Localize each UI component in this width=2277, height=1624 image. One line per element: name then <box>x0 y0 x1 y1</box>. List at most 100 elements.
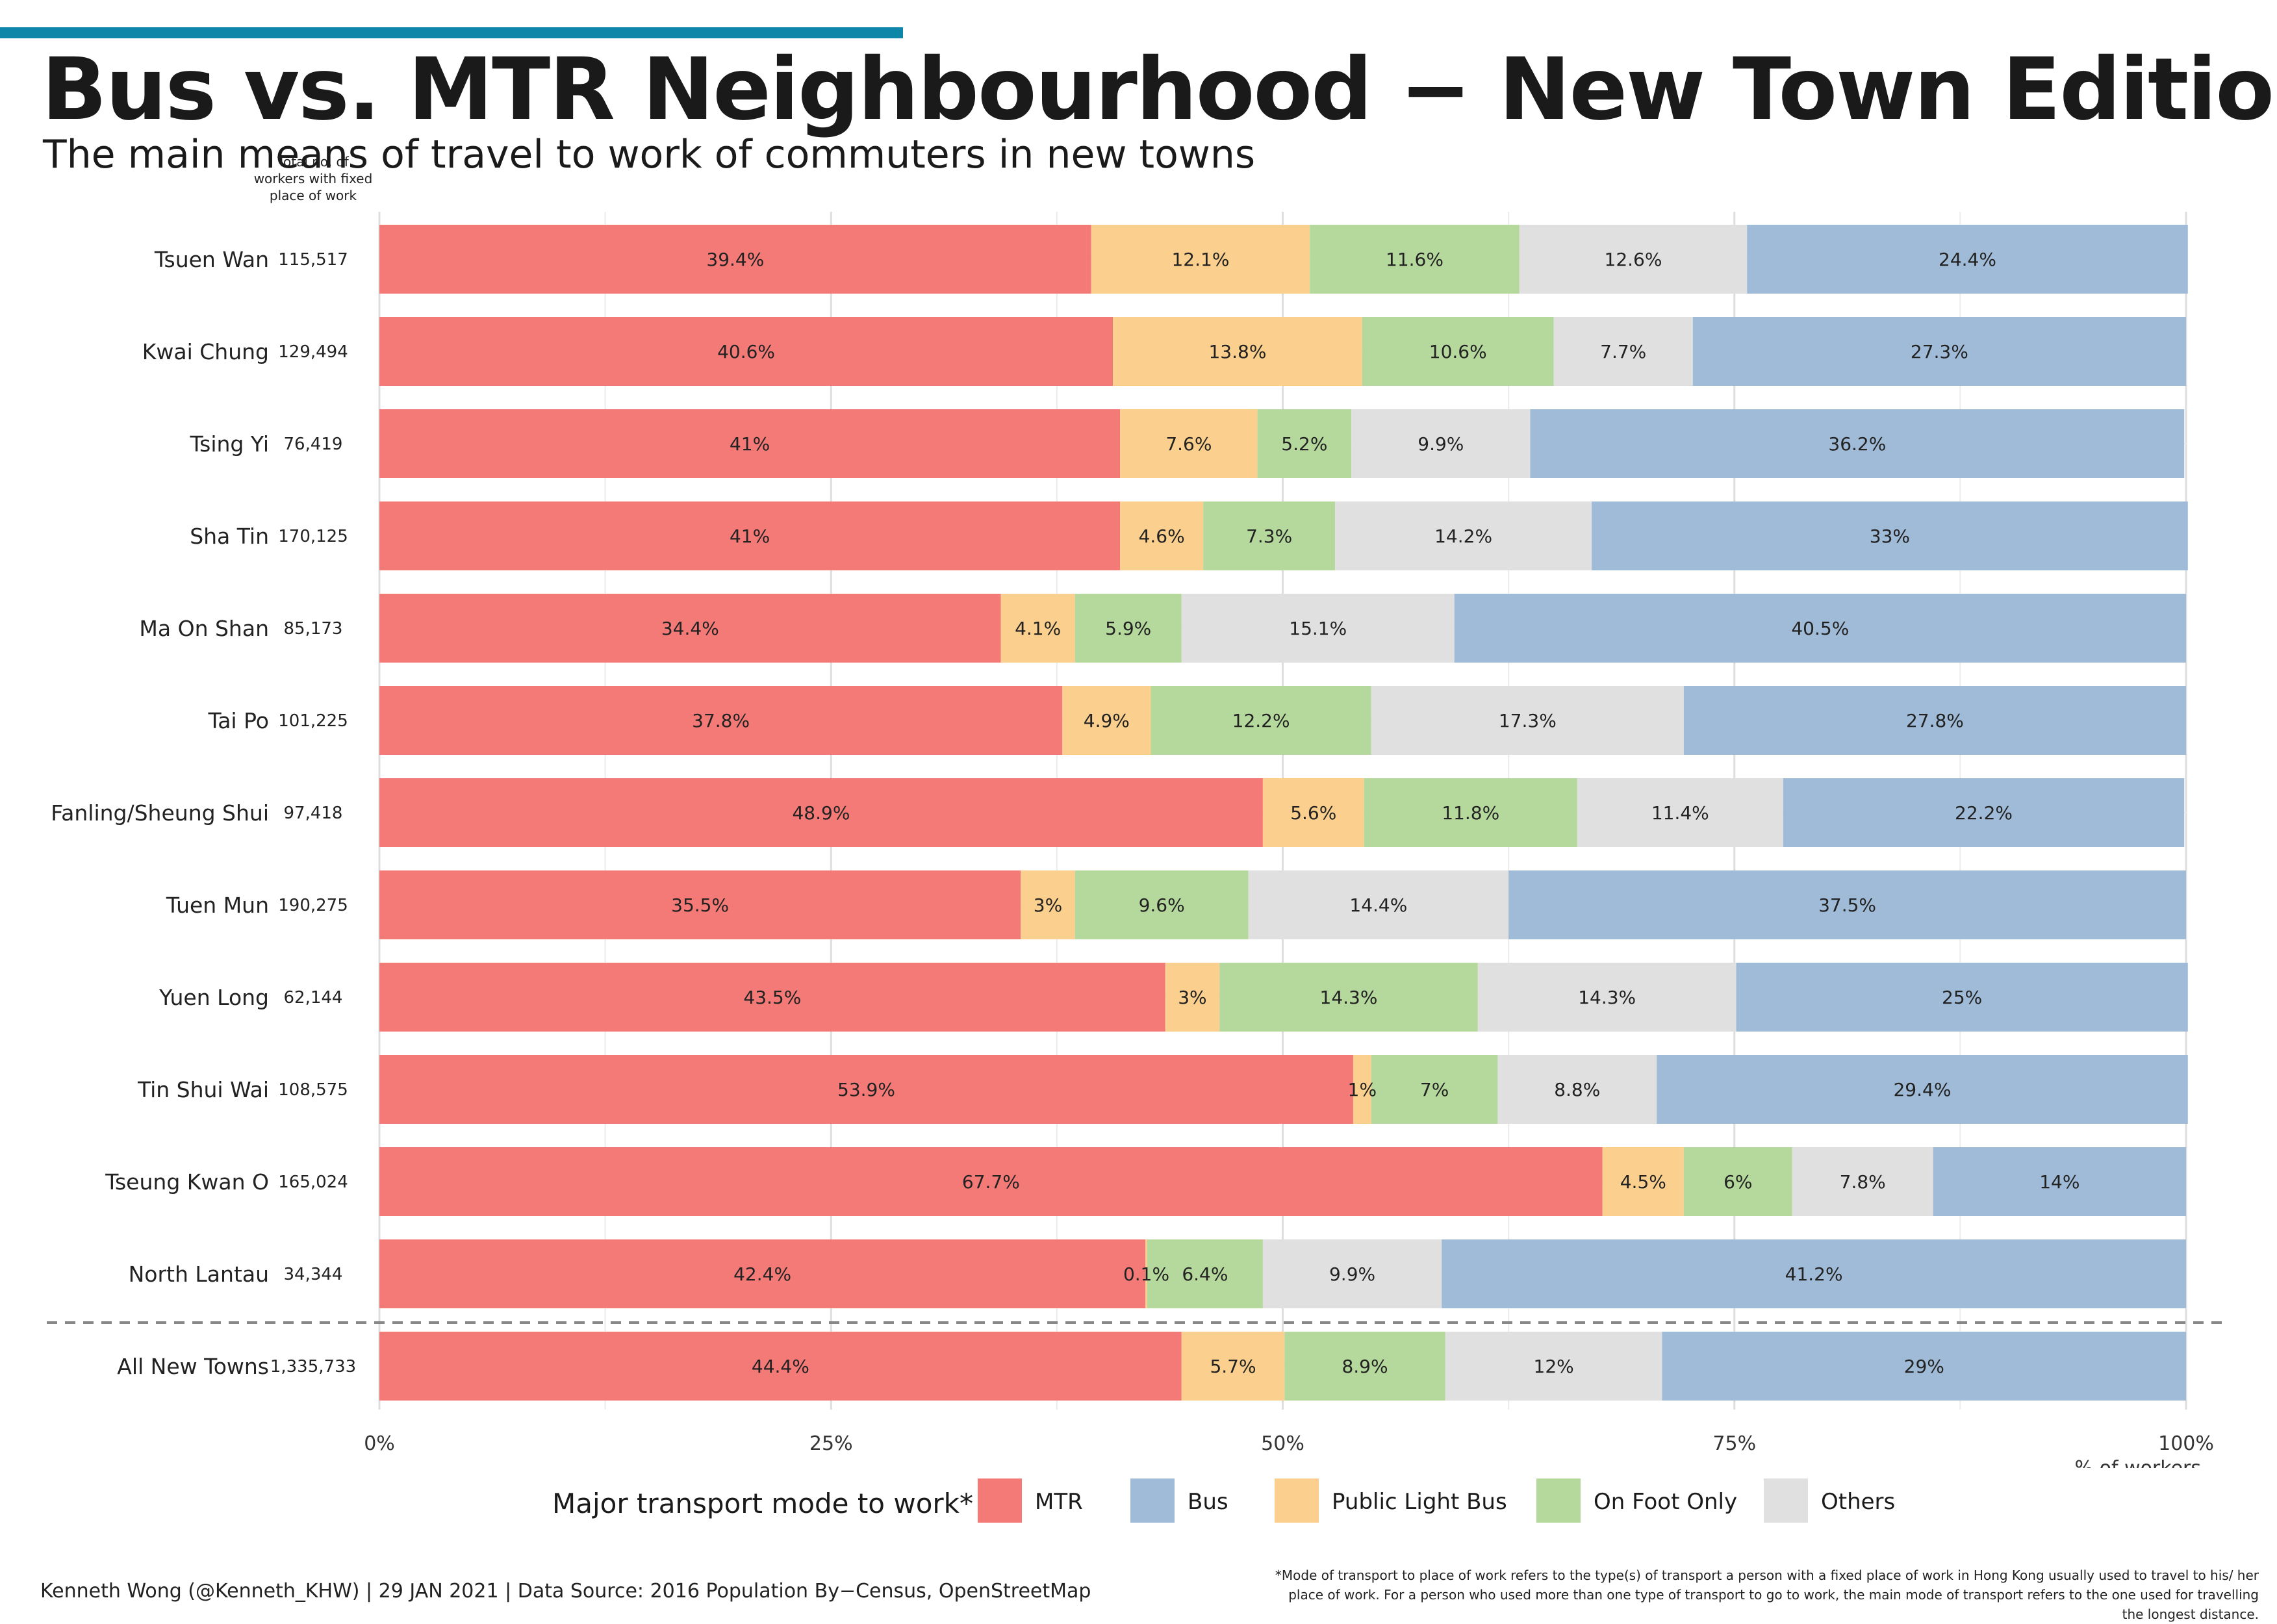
bar-segment <box>379 1147 1603 1216</box>
bar-value-label: 17.3% <box>1499 710 1557 731</box>
bar-segment <box>1021 870 1075 939</box>
bar-segment <box>1181 594 1455 663</box>
bar-segment <box>1497 1055 1657 1124</box>
bar-value-label: 37.5% <box>1818 894 1876 916</box>
bar-segment <box>1262 1239 1442 1308</box>
bar-value-label: 24.4% <box>1939 249 1996 270</box>
bar-value-label: 11.6% <box>1386 249 1444 270</box>
bar-value-label: 37.8% <box>692 710 750 731</box>
bar-value-label: 5.9% <box>1105 618 1151 639</box>
bar-value-label: 33% <box>1870 526 1910 547</box>
bar-value-label: 12.1% <box>1171 249 1229 270</box>
bar-segment <box>379 963 1165 1032</box>
bar-value-label: 11.4% <box>1651 802 1709 824</box>
bar-value-label: 7.6% <box>1165 433 1212 455</box>
bar-segment <box>379 686 1063 755</box>
bar-value-label: 53.9% <box>837 1079 895 1100</box>
bar-segment <box>1151 686 1371 755</box>
bar-value-label: 39.4% <box>706 249 764 270</box>
worker-count-label: 34,344 <box>284 1265 343 1284</box>
bar-segment <box>1262 778 1364 847</box>
bar-segment <box>1351 409 1531 478</box>
worker-count-label: 129,494 <box>278 342 348 362</box>
bar-segment <box>1933 1147 2186 1216</box>
bar-segment <box>1792 1147 1933 1216</box>
bar-segment <box>379 594 1001 663</box>
bar-value-label: 7.8% <box>1840 1171 1886 1193</box>
bar-value-label: 4.6% <box>1139 526 1185 547</box>
worker-count-label: 165,024 <box>278 1173 348 1192</box>
category-label: Tuen Mun <box>166 893 269 918</box>
worker-count-label: 97,418 <box>284 804 343 823</box>
bar-value-label: 27.3% <box>1911 341 1968 362</box>
worker-count-label: 170,125 <box>278 527 348 546</box>
bar-value-label: 6.4% <box>1182 1263 1228 1285</box>
x-tick-label: 50% <box>1261 1432 1304 1455</box>
bar-value-label: 7% <box>1420 1079 1449 1100</box>
chart-subtitle: The main means of travel to work of comm… <box>43 132 1256 177</box>
bar-segment <box>1075 870 1249 939</box>
bar-segment <box>1062 686 1151 755</box>
bar-value-label: 12.2% <box>1232 710 1290 731</box>
bar-value-label: 7.3% <box>1246 526 1292 547</box>
bar-value-label: 8.9% <box>1342 1356 1388 1377</box>
bar-value-label: 5.2% <box>1281 433 1327 455</box>
category-label: Tsuen Wan <box>154 247 269 272</box>
category-label: Ma On Shan <box>139 616 269 641</box>
bar-value-label: 9.9% <box>1329 1263 1375 1285</box>
bar-segment <box>1553 317 1693 386</box>
bar-segment <box>1248 870 1509 939</box>
bar-segment <box>1662 1332 2186 1401</box>
bar-segment <box>1454 594 2186 663</box>
bar-segment <box>1577 778 1783 847</box>
bar-value-label: 29.4% <box>1893 1079 1951 1100</box>
bar-value-label: 6% <box>1724 1171 1752 1193</box>
bar-value-label: 41.2% <box>1785 1263 1843 1285</box>
bar-segment <box>1442 1239 2186 1308</box>
bar-value-label: 27.8% <box>1906 710 1964 731</box>
title-accent-bar <box>0 27 903 38</box>
bar-value-label: 48.9% <box>792 802 850 824</box>
bar-value-label: 14.4% <box>1349 894 1407 916</box>
bar-value-label: 22.2% <box>1955 802 2013 824</box>
bar-segment <box>1120 501 1204 570</box>
category-label: Tai Po <box>208 708 270 733</box>
bar-segment <box>1353 1055 1371 1124</box>
legend-label: Others <box>1821 1489 1896 1515</box>
bar-segment <box>379 1055 1353 1124</box>
bar-segment <box>1445 1332 1662 1401</box>
bar-segment <box>1310 225 1520 294</box>
bar-value-label: 41% <box>730 433 770 455</box>
bar-segment <box>1284 1332 1445 1401</box>
worker-count-label: 62,144 <box>284 988 343 1008</box>
bar-value-label: 44.4% <box>752 1356 809 1377</box>
bar-segment <box>1477 963 1736 1032</box>
worker-count-label: 101,225 <box>278 711 348 731</box>
bar-segment <box>1602 1147 1684 1216</box>
legend-label: Bus <box>1188 1489 1228 1515</box>
bar-value-label: 3% <box>1178 987 1206 1008</box>
bar-segment <box>379 778 1263 847</box>
legend-title: Major transport mode to work* <box>552 1488 973 1519</box>
legend-swatch <box>1130 1478 1175 1523</box>
bar-value-label: 8.8% <box>1554 1079 1600 1100</box>
bar-segment <box>1692 317 2186 386</box>
bar-segment <box>1181 1332 1285 1401</box>
bar-value-label: 4.9% <box>1084 710 1130 731</box>
bar-segment <box>1747 225 2188 294</box>
x-tick-label: 75% <box>1712 1432 1756 1455</box>
worker-count-label: 1,335,733 <box>270 1357 356 1377</box>
bar-segment <box>1257 409 1352 478</box>
bar-value-label: 13.8% <box>1208 341 1266 362</box>
bar-segment <box>1736 963 2188 1032</box>
source-caption: Kenneth Wong (@Kenneth_KHW) | 29 JAN 202… <box>40 1580 1091 1603</box>
bar-value-label: 25% <box>1942 987 1982 1008</box>
category-label: Sha Tin <box>190 524 269 549</box>
bar-segment <box>1362 317 1554 386</box>
bar-segment <box>379 870 1021 939</box>
bar-value-label: 3% <box>1034 894 1062 916</box>
bar-segment <box>379 501 1121 570</box>
bar-value-label: 5.6% <box>1290 802 1336 824</box>
bar-segment <box>379 409 1121 478</box>
bar-value-label: 9.9% <box>1418 433 1464 455</box>
